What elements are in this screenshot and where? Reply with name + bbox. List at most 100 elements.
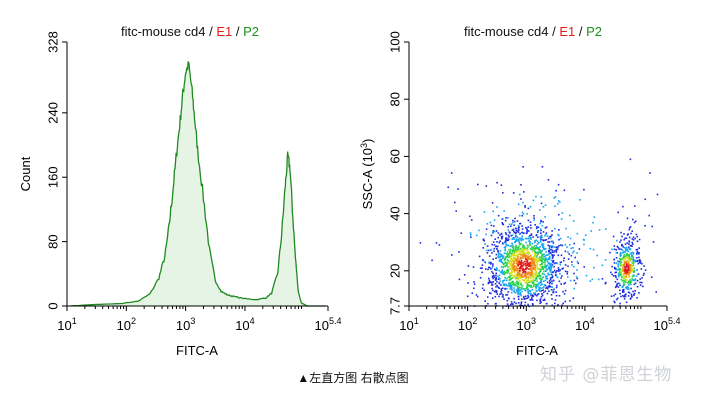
scatter-point bbox=[543, 247, 545, 249]
scatter-point bbox=[519, 253, 522, 256]
scatter-point bbox=[542, 299, 545, 301]
scatter-point bbox=[628, 254, 630, 256]
scatter-point bbox=[525, 241, 527, 244]
scatter-point bbox=[639, 260, 642, 263]
scatter-point bbox=[530, 280, 533, 282]
scatter-point bbox=[537, 284, 540, 287]
scatter-point bbox=[630, 256, 633, 258]
scatter-point bbox=[503, 284, 506, 287]
scatter-point bbox=[517, 248, 519, 250]
scatter-point bbox=[630, 244, 633, 247]
scatter-point bbox=[506, 251, 509, 253]
scatter-point bbox=[551, 246, 553, 249]
scatter-point bbox=[548, 257, 551, 259]
scatter-point bbox=[557, 246, 559, 248]
scatter-point bbox=[617, 269, 620, 271]
scatter-point bbox=[527, 292, 530, 295]
scatter-point bbox=[627, 233, 629, 235]
scatter-point bbox=[655, 291, 657, 293]
scatter-point bbox=[511, 283, 514, 286]
scatter-point bbox=[564, 289, 567, 292]
scatter-point bbox=[628, 241, 631, 243]
scatter-point bbox=[491, 243, 493, 246]
scatter-point bbox=[481, 264, 484, 266]
scatter-point bbox=[528, 268, 530, 270]
scatter-point bbox=[532, 264, 535, 267]
scatter-point bbox=[572, 251, 574, 254]
scatter-point bbox=[510, 291, 513, 294]
scatter-point bbox=[447, 186, 449, 189]
scatter-point bbox=[522, 267, 524, 270]
scatter-point bbox=[623, 270, 626, 272]
scatter-point bbox=[502, 266, 504, 269]
scatter-point bbox=[566, 271, 569, 273]
scatter-point bbox=[584, 234, 587, 236]
scatter-point bbox=[624, 251, 626, 253]
scatter-point bbox=[536, 290, 538, 292]
scatter-point bbox=[533, 260, 535, 263]
scatter-point bbox=[522, 250, 524, 253]
scatter-point bbox=[611, 265, 613, 268]
scatter-point bbox=[498, 260, 501, 262]
scatter-point bbox=[492, 265, 494, 267]
scatter-point bbox=[517, 257, 519, 260]
scatter-point bbox=[615, 252, 618, 254]
scatter-point bbox=[512, 228, 515, 231]
scatter-point bbox=[488, 279, 491, 282]
scatter-point bbox=[624, 295, 627, 298]
scatter-point bbox=[636, 260, 638, 263]
scatter-point bbox=[557, 183, 560, 186]
scatter-point bbox=[526, 267, 528, 269]
scatter-point bbox=[521, 246, 524, 249]
scatter-point bbox=[628, 269, 630, 271]
scatter-point bbox=[506, 259, 509, 261]
scatter-point bbox=[509, 303, 512, 306]
scatter-point bbox=[534, 253, 536, 255]
scatter-point bbox=[508, 266, 510, 269]
scatter-point bbox=[621, 286, 623, 289]
scatter-point bbox=[522, 166, 524, 168]
scatter-point bbox=[552, 245, 554, 247]
scatter-point bbox=[499, 240, 501, 242]
scatter-point bbox=[624, 266, 626, 268]
scatter-point bbox=[638, 260, 641, 263]
scatter-point bbox=[523, 279, 526, 282]
scatter-point bbox=[544, 284, 547, 287]
scatter-point bbox=[492, 230, 495, 232]
scatter-point bbox=[624, 267, 626, 269]
scatter-point bbox=[484, 261, 487, 264]
scatter-point bbox=[604, 259, 607, 261]
scatter-point bbox=[510, 284, 513, 287]
scatter-point bbox=[544, 266, 546, 268]
scatter-point bbox=[513, 301, 516, 304]
scatter-point bbox=[496, 293, 499, 295]
scatter-point bbox=[527, 256, 530, 258]
scatter-point bbox=[523, 232, 525, 234]
scatter-point bbox=[499, 293, 501, 295]
scatter-point bbox=[536, 247, 539, 250]
scatter-point bbox=[502, 273, 504, 275]
scatter-point bbox=[530, 248, 533, 251]
scatter-point bbox=[532, 248, 534, 250]
scatter-point bbox=[517, 283, 520, 286]
scatter-point bbox=[547, 237, 550, 240]
scatter-point bbox=[520, 198, 522, 200]
scatter-point bbox=[538, 272, 540, 274]
scatter-point bbox=[528, 292, 531, 295]
scatter-point bbox=[526, 237, 528, 240]
scatter-point bbox=[618, 275, 620, 278]
scatter-point bbox=[618, 282, 621, 285]
scatter-point bbox=[520, 294, 522, 297]
scatter-point bbox=[491, 202, 494, 204]
scatter-point bbox=[536, 293, 539, 296]
scatter-point bbox=[624, 294, 626, 296]
scatter-point bbox=[496, 284, 498, 287]
scatter-point bbox=[554, 196, 557, 198]
scatter-point bbox=[514, 217, 516, 220]
scatter-point bbox=[493, 290, 496, 293]
scatter-point bbox=[531, 281, 533, 283]
scatter-point bbox=[548, 253, 550, 255]
scatter-point bbox=[541, 267, 544, 269]
scatter-point bbox=[545, 251, 547, 253]
scatter-point bbox=[550, 264, 553, 267]
